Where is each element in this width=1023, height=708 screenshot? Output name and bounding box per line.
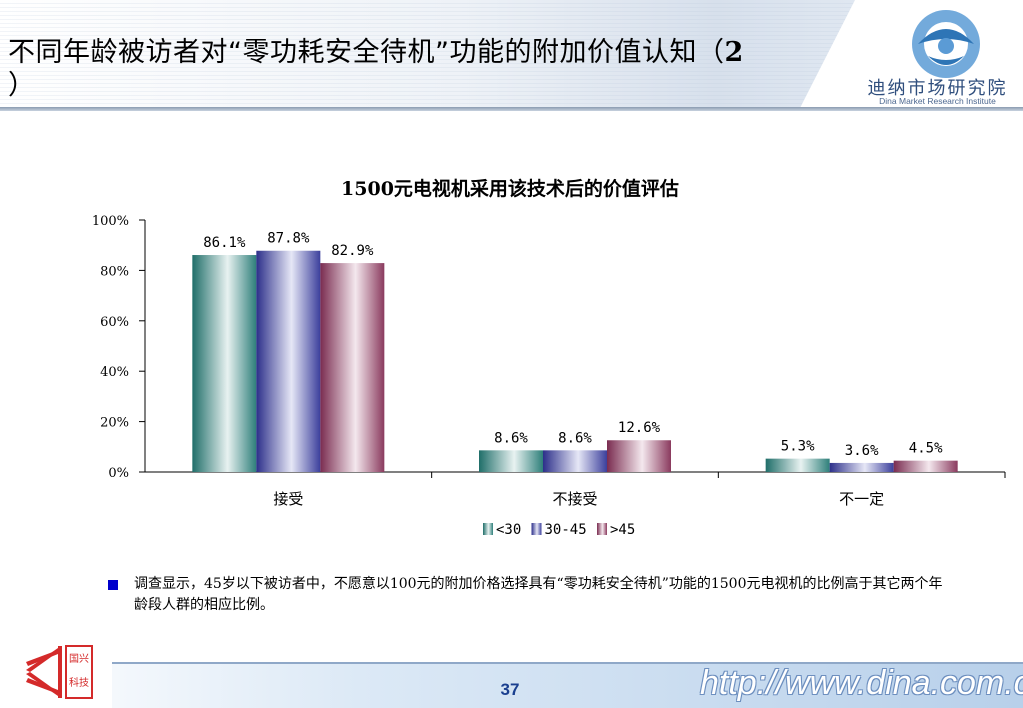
category-label: 不接受 [552,490,597,508]
footer-left-panel [0,636,112,708]
footer-band [0,662,1023,708]
chart-title: 1500元电视机采用该技术后的价值评估 [341,178,679,200]
legend-swatch [597,523,607,535]
page-title-number: 2 [724,37,744,68]
footer-rule [110,662,1023,664]
data-label: 8.6% [558,430,592,446]
legend-swatch [531,523,542,535]
bar [192,255,257,472]
y-tick-label: 40% [100,365,129,380]
bar [607,440,671,472]
bar [543,450,607,472]
legend-label: <30 [496,522,521,538]
bar-chart: 0% 20% 40% 60% 80% 100% 86.1% 87.8% 82.9% 接受 8.6% 8… [92,214,1006,538]
page-title-close: ） [8,70,36,101]
legend-label: 30-45 [545,522,587,538]
data-label: 3.6% [845,443,879,459]
header-rule [0,107,1023,111]
data-label: 12.6% [618,420,661,436]
y-tick-label: 80% [100,264,129,279]
logo-subtitle: Dina Market Research Institute [879,96,996,106]
bar [479,450,543,472]
y-tick-label: 100% [92,214,129,229]
category-label: 接受 [273,490,303,508]
chart-layer: 0% 20% 40% 60% 80% 100% 86.1% 87.8% 82.9% 接受 8.6% 8… [92,214,1006,538]
company-corner-logo-icon: 国兴 科技 [26,645,93,699]
website-url[interactable]: http://www.dina.com.cn [700,664,1023,702]
data-label: 86.1% [203,235,246,251]
data-label: 82.9% [331,243,374,259]
note-bullet-icon [108,580,118,590]
page-number: 37 [500,680,520,699]
data-label: 87.8% [267,231,310,247]
page-title: 不同年龄被访者对“零功耗安全待机”功能的附加价值认知（2 ） [8,36,898,102]
y-tick-label: 20% [100,416,129,431]
bar [765,458,830,472]
svg-text:科技: 科技 [69,676,89,689]
bar [256,250,321,472]
data-label: 4.5% [909,441,943,457]
category-label: 不一定 [839,490,884,508]
legend-label: >45 [610,522,635,538]
y-tick-label: 0% [108,466,129,481]
corner-logo-text: 国兴 [69,653,89,665]
bar [320,263,385,472]
legend-swatch [483,523,493,535]
data-label: 8.6% [494,430,528,446]
header-stripes [0,0,860,108]
y-tick-label: 60% [100,315,129,330]
note-text: 调查显示，45岁以下被访者中，不愿意以100元的附加价格选择具有“零功耗安全待机… [134,576,943,613]
data-label: 5.3% [781,439,815,455]
bar [829,462,894,472]
bar [893,460,958,472]
page-title-main: 不同年龄被访者对“零功耗安全待机”功能的附加价值认知（ [8,37,725,68]
dina-logo-icon [912,10,980,78]
logo-name: 迪纳市场研究院 [867,78,1008,99]
